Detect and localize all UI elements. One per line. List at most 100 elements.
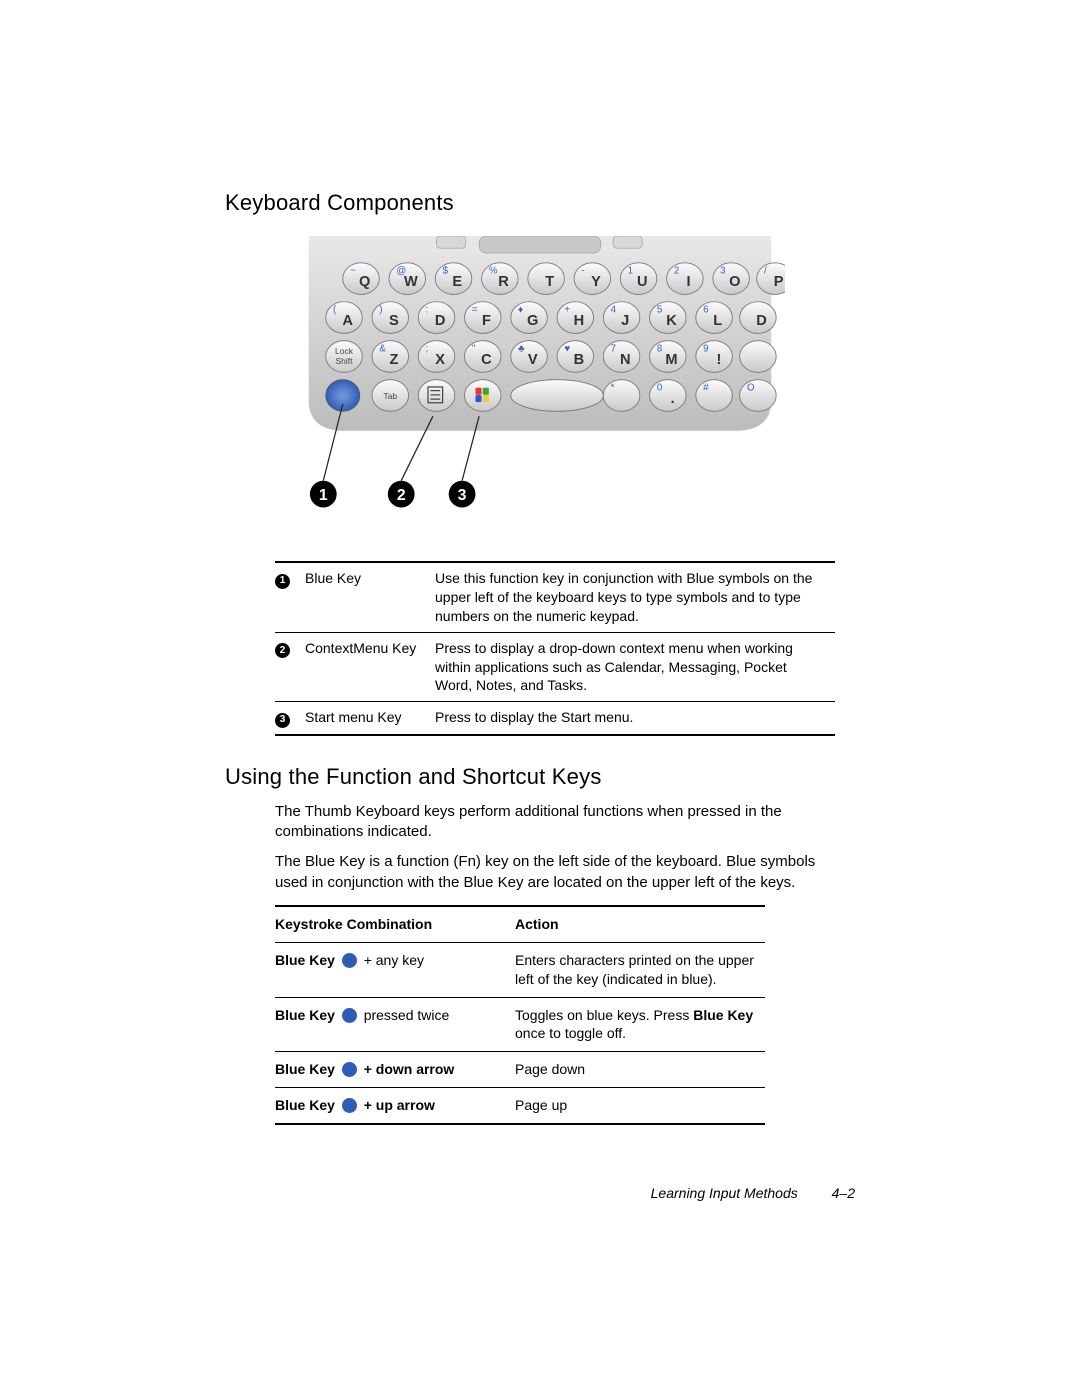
page-footer: Learning Input Methods 4–2 xyxy=(225,1185,855,1201)
svg-text:@: @ xyxy=(396,266,406,277)
svg-text:1: 1 xyxy=(628,266,633,277)
svg-text:-: - xyxy=(581,266,584,277)
keyboard-key: V♣ xyxy=(511,341,548,373)
keystroke-cell: Blue Key + down arrow xyxy=(275,1052,515,1088)
keyboard-svg: Q~W@E$R%TY-U1I2O3P/A(S)D:F=G♦H+J4K5L6DLo… xyxy=(295,236,785,516)
svg-text:L: L xyxy=(713,313,722,329)
svg-text:E: E xyxy=(452,274,462,290)
svg-text:♣: ♣ xyxy=(518,344,525,355)
heading-keyboard-components: Keyboard Components xyxy=(225,190,855,216)
keyboard-key: M8 xyxy=(650,341,687,373)
svg-text:=: = xyxy=(472,305,478,316)
component-name: Blue Key xyxy=(305,562,435,632)
svg-text:J: J xyxy=(621,313,629,329)
keystroke-cell: Blue Key + up arrow xyxy=(275,1088,515,1124)
svg-text:O: O xyxy=(729,274,740,290)
svg-text:Z: Z xyxy=(389,352,398,368)
keyboard-key: C" xyxy=(465,341,502,373)
table-row: Blue Key + any keyEnters characters prin… xyxy=(275,942,765,997)
page-content: Keyboard Components xyxy=(225,190,855,1125)
svg-text:.: . xyxy=(671,391,675,407)
keyboard-key: A( xyxy=(326,302,363,334)
keyboard-key: R% xyxy=(482,263,519,295)
footer-page: 4–2 xyxy=(832,1185,855,1201)
svg-text:): ) xyxy=(379,305,382,316)
component-number: 2 xyxy=(275,643,290,658)
svg-text:2: 2 xyxy=(397,487,406,504)
keyboard-key: LockShift xyxy=(326,341,363,373)
svg-text:I: I xyxy=(686,274,690,290)
keyboard-key xyxy=(418,380,455,412)
component-number: 1 xyxy=(275,574,290,589)
keyboard-key xyxy=(465,380,502,412)
svg-text:R: R xyxy=(498,274,509,290)
keyboard-key: O3 xyxy=(713,263,750,295)
svg-text:T: T xyxy=(545,274,554,290)
svg-text:#: # xyxy=(703,383,709,394)
component-name: Start menu Key xyxy=(305,702,435,735)
svg-text:G: G xyxy=(527,313,538,329)
component-desc: Press to display the Start menu. xyxy=(435,702,835,735)
component-desc: Use this function key in conjunction wit… xyxy=(435,562,835,632)
svg-text:N: N xyxy=(620,352,631,368)
blue-key-icon xyxy=(342,1008,357,1023)
blue-key-icon xyxy=(342,953,357,968)
keyboard-key: D: xyxy=(418,302,455,334)
keyboard-key xyxy=(511,380,604,412)
keystroke-cell: Blue Key + any key xyxy=(275,942,515,997)
svg-text::: : xyxy=(426,305,429,316)
keyboard-key: Q~ xyxy=(343,263,380,295)
svg-text:♥: ♥ xyxy=(564,344,570,355)
svg-text:Lock: Lock xyxy=(335,346,354,356)
svg-text:Q: Q xyxy=(359,274,370,290)
paragraph-2: The Blue Key is a function (Fn) key on t… xyxy=(275,852,835,893)
keyboard-key: O xyxy=(740,380,777,412)
shortcut-header-action: Action xyxy=(515,906,765,942)
table-row: 2ContextMenu KeyPress to display a drop-… xyxy=(275,632,835,702)
keyboard-key: L6 xyxy=(696,302,733,334)
svg-text:2: 2 xyxy=(674,266,679,277)
keyboard-key: G♦ xyxy=(511,302,548,334)
keyboard-key: I2 xyxy=(667,263,704,295)
blue-key-icon xyxy=(342,1098,357,1113)
svg-text:3: 3 xyxy=(458,487,467,504)
svg-text:P: P xyxy=(774,274,784,290)
svg-text:Shift: Shift xyxy=(335,356,353,366)
footer-section: Learning Input Methods xyxy=(651,1185,798,1201)
svg-text:D: D xyxy=(435,313,446,329)
svg-text:~: ~ xyxy=(350,266,356,277)
svg-text:8: 8 xyxy=(657,344,662,355)
keyboard-key: # xyxy=(696,380,733,412)
component-number: 3 xyxy=(275,713,290,728)
svg-text:C: C xyxy=(481,352,492,368)
svg-text:/: / xyxy=(764,266,767,277)
keyboard-key xyxy=(740,341,777,373)
keyboard-key: W@ xyxy=(389,263,426,295)
svg-text:4: 4 xyxy=(611,305,617,316)
svg-text:&: & xyxy=(379,344,386,355)
keyboard-key: S) xyxy=(372,302,409,334)
component-name: ContextMenu Key xyxy=(305,632,435,702)
svg-text:5: 5 xyxy=(657,305,662,316)
keyboard-key: * xyxy=(603,380,640,412)
keyboard-key: H+ xyxy=(557,302,594,334)
keyboard-key xyxy=(326,380,360,412)
svg-text:6: 6 xyxy=(703,305,708,316)
keyboard-key: N7 xyxy=(603,341,640,373)
svg-text:$: $ xyxy=(443,266,449,277)
table-row: Blue Key + up arrowPage up xyxy=(275,1088,765,1124)
table-row: 1 Blue KeyUse this function key in conjun… xyxy=(275,562,835,632)
svg-text:1: 1 xyxy=(319,487,328,504)
action-cell: Enters characters printed on the upper l… xyxy=(515,942,765,997)
table-row: 3 Start menu KeyPress to display the Star… xyxy=(275,702,835,735)
svg-text:M: M xyxy=(665,352,677,368)
svg-text:9: 9 xyxy=(703,344,708,355)
action-cell: Page up xyxy=(515,1088,765,1124)
keyboard-key: X; xyxy=(418,341,455,373)
keystroke-cell: Blue Key pressed twice xyxy=(275,997,515,1052)
keyboard-key: !9 xyxy=(696,341,733,373)
svg-text:B: B xyxy=(574,352,585,368)
keyboard-key: T xyxy=(528,263,565,295)
keyboard-key: .0 xyxy=(650,380,687,412)
svg-text:7: 7 xyxy=(611,344,616,355)
